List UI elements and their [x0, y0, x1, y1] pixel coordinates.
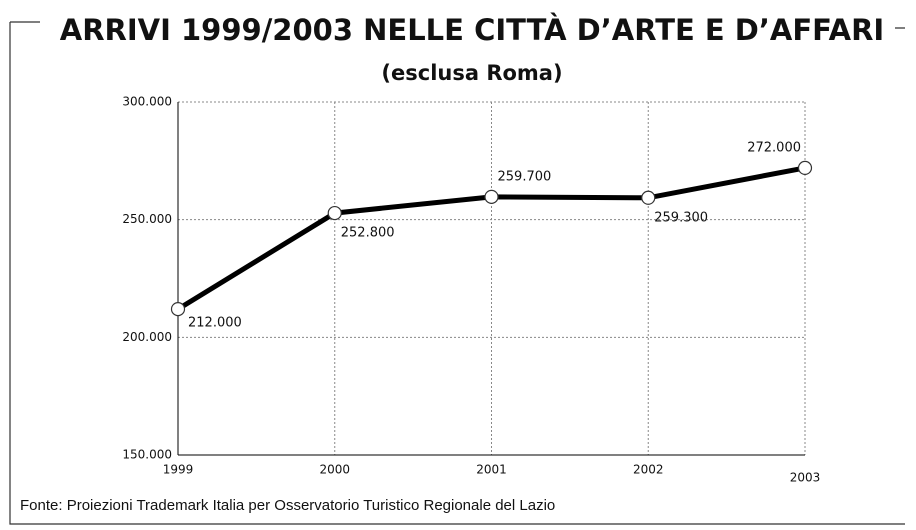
data-label: 259.700: [498, 169, 552, 184]
data-point: [797, 160, 813, 175]
x-tick-label: 2002: [633, 463, 664, 477]
x-tick-label: 2003: [790, 471, 821, 485]
x-tick-label: 2000: [319, 463, 350, 477]
data-point: [170, 301, 186, 317]
frame: [9, 21, 905, 525]
data-point: [484, 189, 499, 204]
data-label: 272.000: [747, 140, 801, 155]
data-label: 259.300: [654, 210, 708, 225]
y-tick-label: 200.000: [122, 330, 172, 344]
y-tick-label: 300.000: [122, 95, 172, 109]
source-note: Fonte: Proiezioni Trademark Italia per O…: [20, 497, 555, 514]
data-point: [327, 205, 342, 221]
y-tick-label: 150.000: [122, 448, 172, 462]
chart-title: ARRIVI 1999/2003 NELLE CITTÀ D’ARTE E D’…: [60, 13, 884, 47]
y-tick-label: 250.000: [122, 212, 172, 226]
x-tick-label: 1999: [163, 463, 194, 477]
x-tick-label: 2001: [476, 463, 507, 477]
data-label: 252.800: [341, 226, 395, 241]
data-point: [641, 190, 656, 205]
data-label: 212.000: [188, 316, 242, 331]
chart-subtitle: (esclusa Roma): [381, 61, 562, 85]
